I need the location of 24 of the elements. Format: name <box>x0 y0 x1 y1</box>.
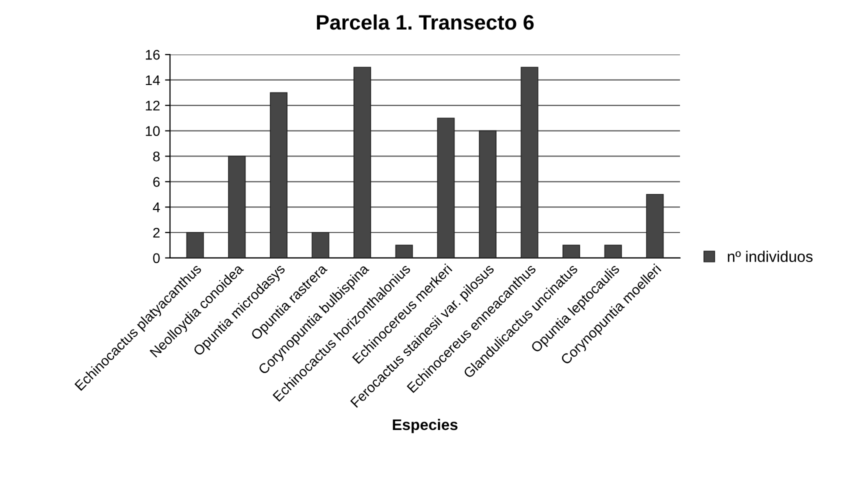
bar <box>270 92 288 258</box>
chart-title: Parcela 1. Transecto 6 <box>316 14 534 30</box>
bar <box>395 244 413 258</box>
bar <box>604 244 622 258</box>
x-axis-title: Especies <box>392 418 458 434</box>
bar <box>562 244 580 258</box>
y-tick-label: 2 <box>153 228 160 238</box>
bar <box>354 66 372 258</box>
y-tick-label: 10 <box>146 126 160 136</box>
bar <box>478 130 496 258</box>
y-tick-label: 16 <box>146 50 160 60</box>
y-tick-label: 4 <box>152 202 160 212</box>
bar <box>646 194 664 258</box>
y-tick-label: 6 <box>153 176 160 187</box>
y-tick-label: 0 <box>153 253 160 264</box>
bar <box>437 118 455 258</box>
legend-label: nº individuos <box>728 250 813 262</box>
y-tick-label: 14 <box>146 75 160 86</box>
bar <box>520 66 538 258</box>
bar <box>228 156 246 258</box>
y-tick-label: 8 <box>153 152 160 162</box>
y-tick-label: 12 <box>146 100 160 110</box>
bar <box>186 232 204 258</box>
bar <box>312 232 330 258</box>
